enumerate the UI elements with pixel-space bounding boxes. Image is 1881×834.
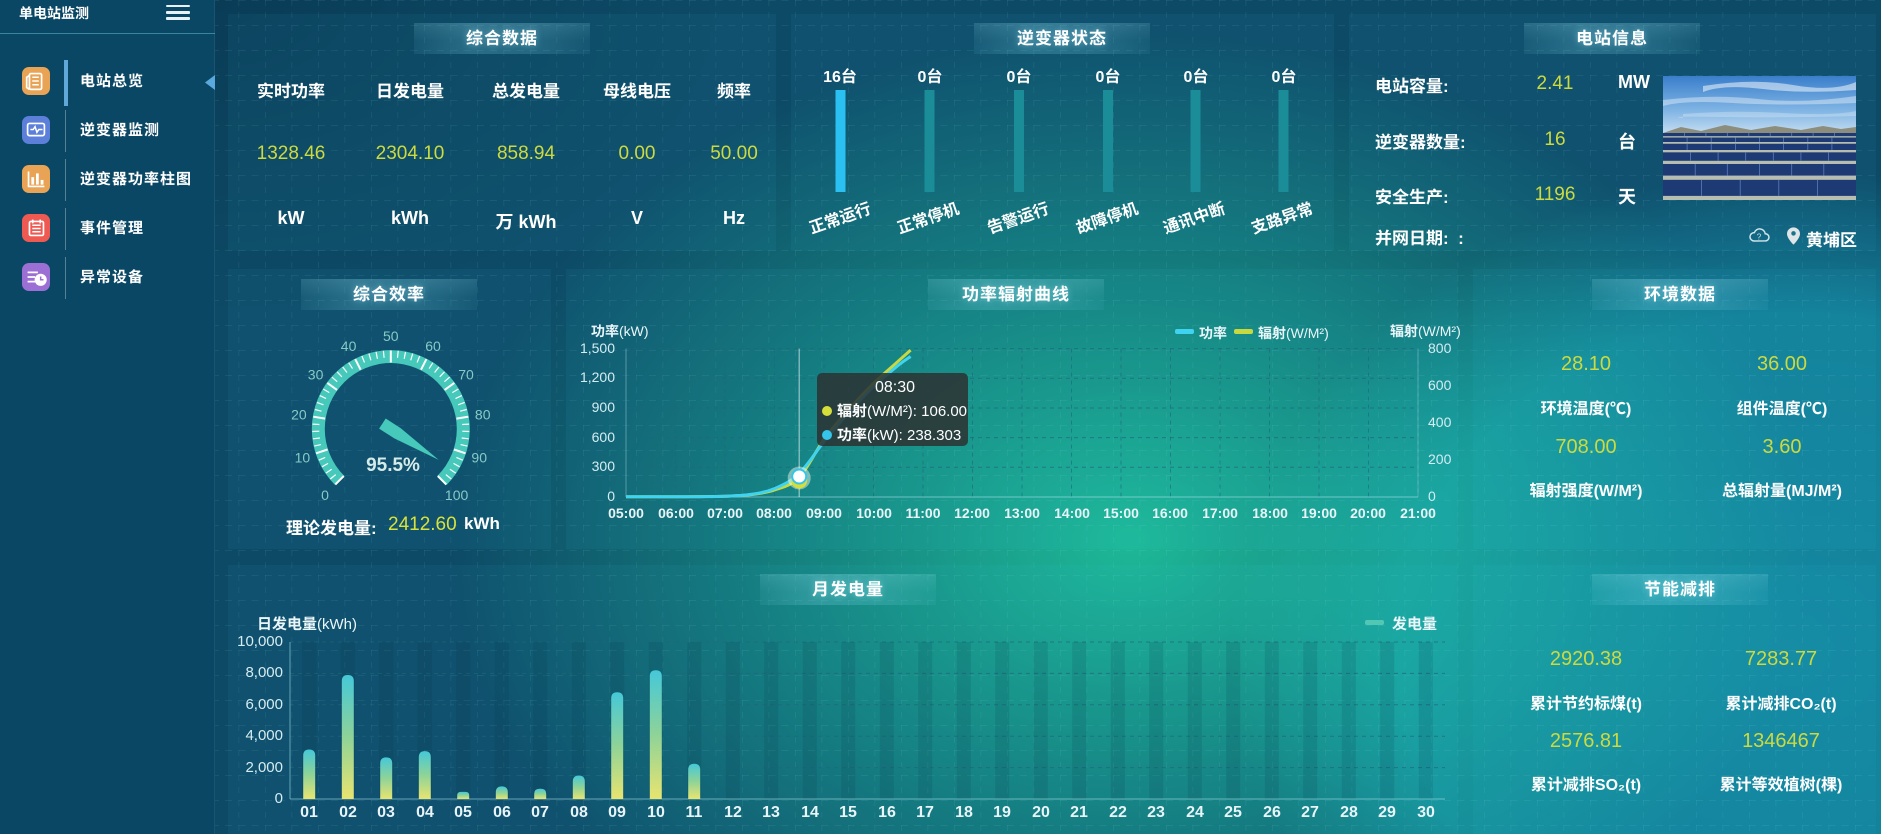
svg-text:30: 30: [308, 366, 324, 382]
svg-text:40: 40: [341, 338, 357, 354]
svg-text:90: 90: [471, 450, 487, 466]
svg-text:10: 10: [295, 450, 311, 466]
svg-text:50: 50: [383, 328, 399, 344]
svg-text:70: 70: [458, 366, 474, 382]
svg-text:?: ?: [1757, 233, 1762, 242]
svg-text:100: 100: [445, 487, 469, 503]
svg-text:0: 0: [321, 487, 329, 503]
svg-text:80: 80: [475, 407, 491, 423]
svg-text:20: 20: [291, 407, 307, 423]
svg-text:60: 60: [425, 338, 441, 354]
